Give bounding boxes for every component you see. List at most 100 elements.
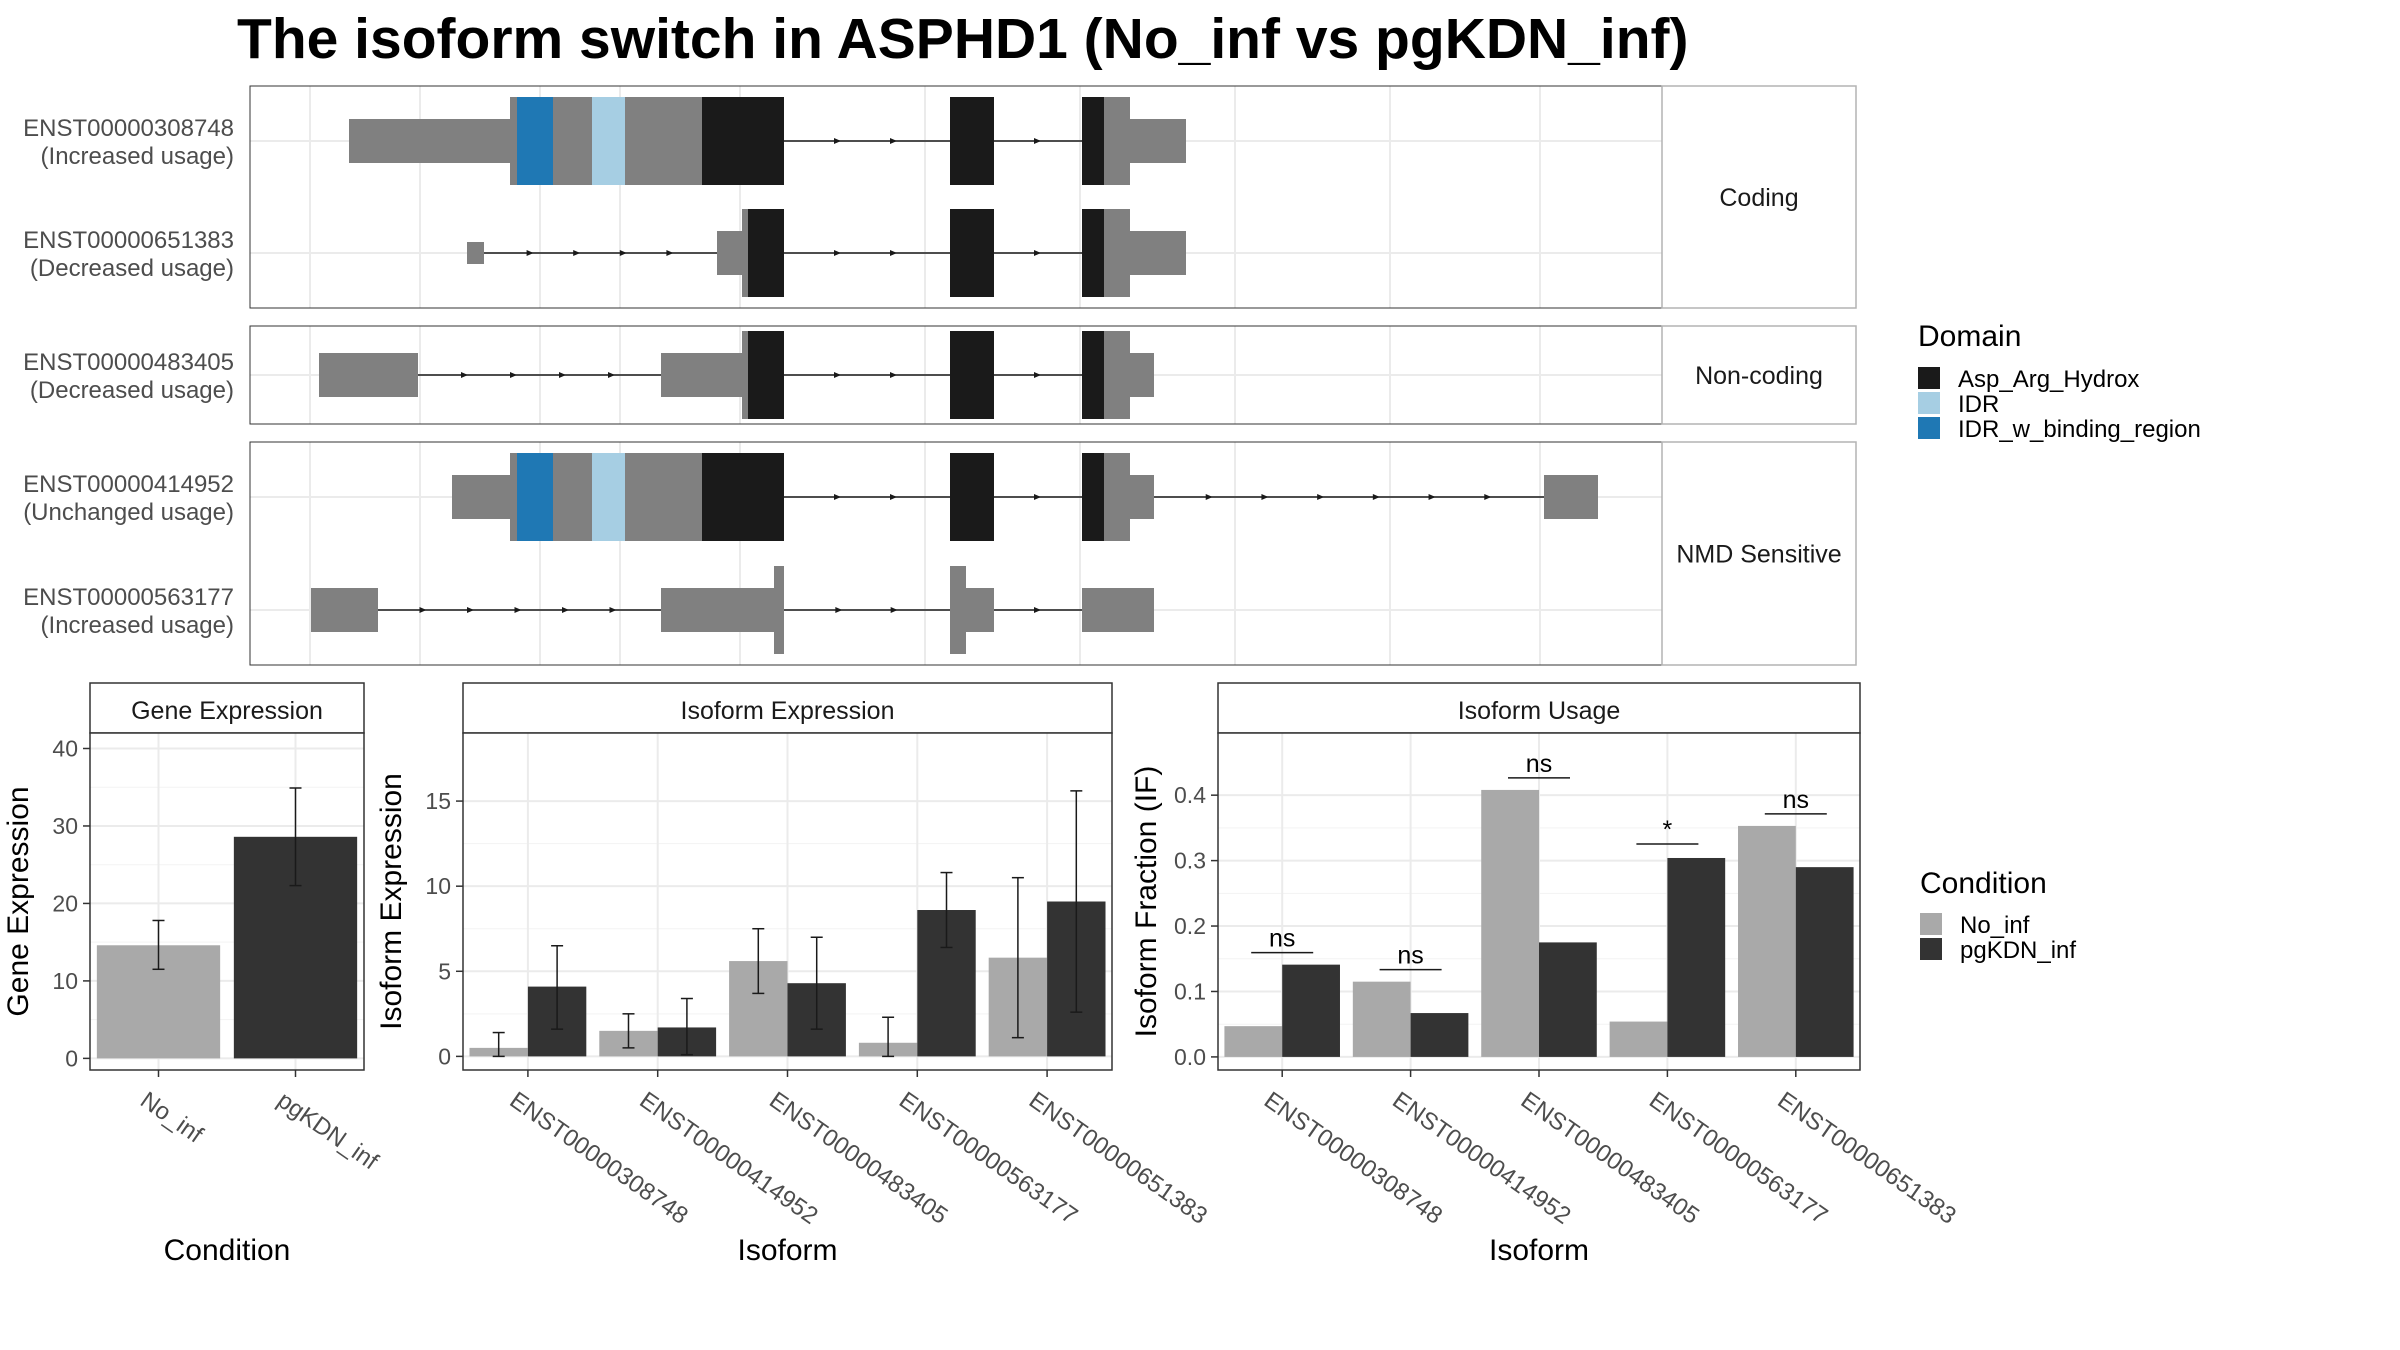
- bar: [1738, 825, 1796, 1057]
- x-axis-title: Condition: [164, 1234, 291, 1267]
- domain-legend-key: [1918, 367, 1940, 389]
- intron-arrow: [573, 250, 581, 256]
- y-tick-label: 0.0: [1174, 1044, 1206, 1070]
- panel-title: Gene Expression: [131, 697, 323, 725]
- x-tick-label: pgKDN_inf: [272, 1087, 383, 1176]
- y-tick-label: 10: [52, 968, 78, 994]
- domain-legend-label: Asp_Arg_Hydrox: [1958, 366, 2139, 393]
- intron-arrow: [890, 138, 897, 144]
- intron-arrow: [1034, 494, 1041, 500]
- domain-block: [592, 453, 625, 541]
- intron-arrow: [609, 607, 617, 613]
- significance-label: *: [1663, 816, 1673, 844]
- domain-legend-label: IDR_w_binding_region: [1958, 416, 2201, 443]
- exon-block: [553, 97, 592, 185]
- bar: [1795, 867, 1854, 1057]
- y-tick-label: 0.4: [1174, 782, 1206, 808]
- exon-block: [1130, 475, 1154, 519]
- domain-legend-title: Domain: [1918, 320, 2021, 353]
- intron-arrow: [510, 372, 517, 378]
- intron-arrow: [890, 607, 898, 613]
- y-axis-title: Gene Expression: [2, 786, 35, 1016]
- y-axis-title: Isoform Expression: [375, 773, 408, 1030]
- exon-block: [661, 353, 742, 397]
- exon-block: [1130, 119, 1186, 163]
- isoform-id-label: ENST00000651383: [23, 227, 234, 254]
- group-strip: [1661, 441, 1857, 666]
- exon-block: [1104, 331, 1130, 419]
- domain-block: [1082, 331, 1104, 419]
- exon-block: [1130, 231, 1186, 275]
- intron-arrow: [1034, 250, 1041, 256]
- isoform-usage-label: (Unchanged usage): [23, 499, 234, 526]
- y-tick-label: 0.1: [1174, 978, 1206, 1004]
- domain-block: [748, 209, 784, 297]
- intron-arrow: [890, 372, 897, 378]
- x-axis-title: Isoform: [1489, 1234, 1589, 1267]
- bar: [1539, 942, 1597, 1057]
- bar: [1609, 1021, 1668, 1057]
- significance-label: ns: [1783, 786, 1809, 814]
- condition-legend-title: Condition: [1920, 867, 2047, 900]
- panel-title: Isoform Usage: [1458, 697, 1621, 725]
- isoform-id-label: ENST00000414952: [23, 471, 234, 498]
- intron-arrow: [1428, 494, 1436, 500]
- intron-arrow: [562, 607, 569, 613]
- intron-arrow: [1205, 494, 1213, 500]
- exon-block: [742, 209, 748, 297]
- bar: [1410, 1013, 1469, 1057]
- exon-block: [510, 453, 517, 541]
- intron-arrow: [419, 607, 427, 613]
- intron-arrow: [834, 250, 841, 256]
- intron-arrow: [666, 250, 674, 256]
- intron-arrow: [834, 494, 841, 500]
- intron-arrow: [514, 607, 522, 613]
- exon-block: [625, 453, 702, 541]
- isoform-usage-label: (Decreased usage): [30, 377, 234, 404]
- bar: [1282, 964, 1340, 1057]
- exon-block: [452, 475, 510, 519]
- domain-block: [702, 97, 784, 185]
- panel-title: Isoform Expression: [681, 697, 895, 725]
- domain-block: [950, 97, 994, 185]
- exon-block: [717, 231, 742, 275]
- intron-arrow: [619, 250, 627, 256]
- exon-block: [1104, 97, 1130, 185]
- significance-label: ns: [1397, 942, 1423, 970]
- intron-arrow: [467, 607, 474, 613]
- domain-block: [950, 331, 994, 419]
- domain-block: [1082, 453, 1104, 541]
- intron-arrow: [890, 494, 897, 500]
- exon-block: [950, 566, 966, 654]
- panel-strip: [89, 682, 365, 734]
- bar: [1481, 789, 1539, 1057]
- y-tick-label: 15: [425, 788, 451, 814]
- bar: [1224, 1026, 1283, 1057]
- panel-strip: [462, 682, 1113, 734]
- group-label: Coding: [1719, 184, 1798, 212]
- x-axis-title: Isoform: [737, 1234, 837, 1267]
- condition-legend-label: pgKDN_inf: [1960, 937, 2076, 964]
- exon-block: [1104, 453, 1130, 541]
- intron-arrow: [526, 250, 534, 256]
- figure-title: The isoform switch in ASPHD1 (No_inf vs …: [237, 7, 1689, 71]
- domain-block: [592, 97, 625, 185]
- y-tick-label: 0: [65, 1045, 78, 1071]
- bar: [1667, 857, 1726, 1057]
- domain-block: [517, 97, 553, 185]
- domain-block: [1082, 97, 1104, 185]
- isoform-id-label: ENST00000563177: [23, 584, 234, 611]
- y-tick-label: 0: [438, 1043, 451, 1069]
- domain-block: [702, 453, 784, 541]
- exon-block: [467, 242, 484, 264]
- group-strip: [1661, 325, 1857, 425]
- exon-block: [1082, 588, 1154, 632]
- group-strip: [1661, 85, 1857, 309]
- isoform-usage-label: (Increased usage): [41, 143, 234, 170]
- exon-block: [1544, 475, 1598, 519]
- intron-arrow: [559, 372, 566, 378]
- y-tick-label: 0.2: [1174, 913, 1206, 939]
- exon-block: [1104, 209, 1130, 297]
- condition-legend-key: [1920, 938, 1942, 960]
- domain-legend-label: IDR: [1958, 391, 1999, 418]
